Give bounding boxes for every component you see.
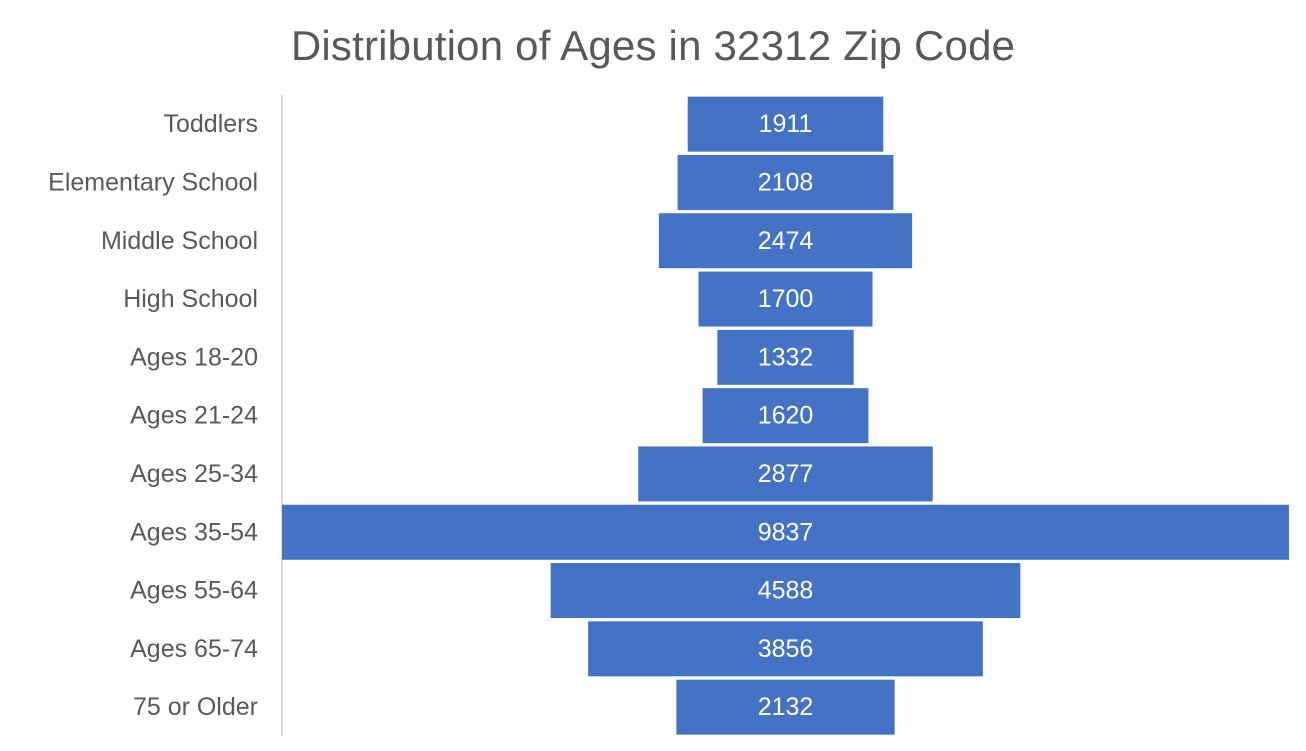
data-label: 1700 [758, 285, 814, 313]
bar-8 [550, 563, 1021, 619]
category-label: Ages 21-24 [130, 402, 258, 430]
bar-5 [702, 388, 869, 444]
chart-title: Distribution of Ages in 32312 Zip Code [290, 22, 1016, 69]
category-label: Ages 65-74 [130, 635, 258, 663]
bar-10 [676, 679, 895, 735]
category-label: Middle School [101, 227, 258, 255]
data-label: 2108 [758, 168, 814, 196]
bar-3 [698, 271, 873, 327]
data-label: 1911 [759, 110, 813, 138]
category-label: Ages 55-64 [130, 577, 258, 605]
category-label: Ages 35-54 [130, 518, 258, 546]
category-label: 75 or Older [133, 693, 258, 721]
data-label: 1620 [758, 402, 814, 430]
data-label: 1332 [758, 343, 814, 371]
bar-1 [677, 154, 894, 210]
category-label: Elementary School [48, 168, 258, 196]
category-label: High School [123, 285, 258, 313]
category-label: Ages 18-20 [130, 343, 258, 371]
data-label: 9837 [758, 518, 814, 546]
data-label: 2132 [758, 693, 814, 721]
data-label: 3856 [758, 635, 814, 663]
data-label: 2474 [758, 227, 814, 255]
bar-0 [687, 96, 884, 152]
bar-7 [282, 504, 1289, 560]
data-label: 2877 [758, 460, 814, 488]
data-label: 4588 [758, 577, 814, 605]
bar-9 [588, 621, 983, 677]
bar-4 [717, 329, 854, 385]
bar-6 [638, 446, 933, 502]
category-label: Ages 25-34 [130, 460, 258, 488]
bar-2 [658, 213, 913, 269]
category-label: Toddlers [164, 110, 259, 138]
